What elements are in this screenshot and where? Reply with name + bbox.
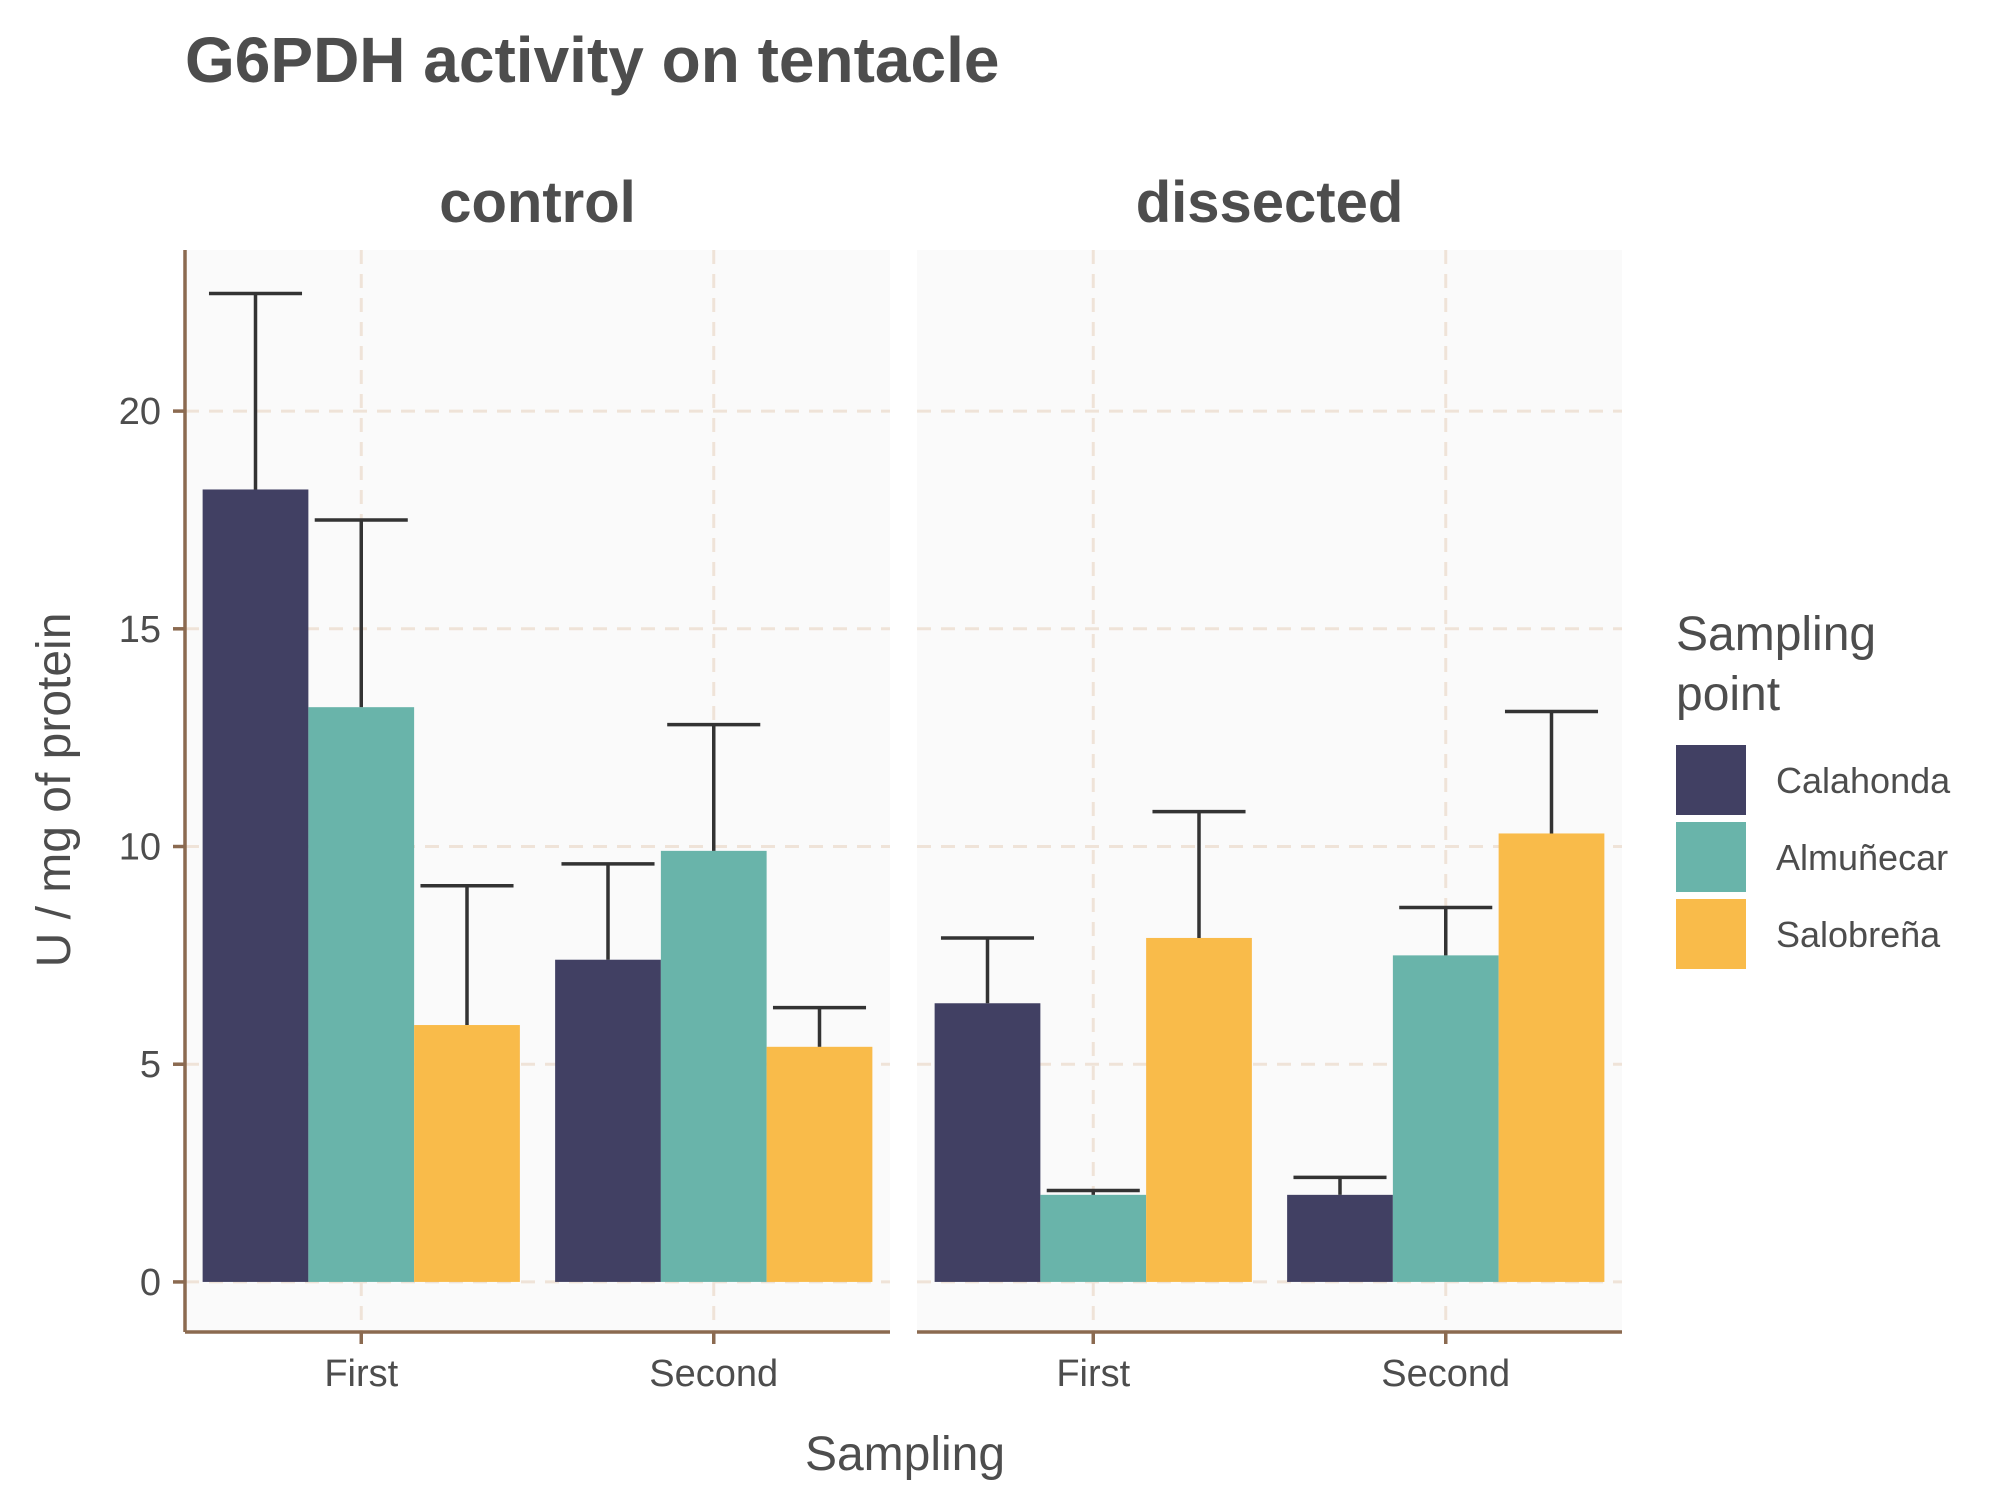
bar — [1392, 955, 1499, 1282]
y-tick-label: 0 — [140, 1262, 161, 1304]
bar — [1498, 833, 1605, 1282]
bar — [414, 1025, 520, 1282]
legend-title: Sampling — [1676, 608, 1876, 661]
bar — [766, 1046, 873, 1282]
y-tick-label: 5 — [140, 1044, 161, 1086]
y-tick-label: 10 — [119, 827, 161, 869]
y-axis-title: U / mg of protein — [28, 613, 81, 968]
facet-label: control — [439, 170, 636, 235]
bar — [308, 707, 415, 1282]
bar — [555, 959, 661, 1282]
y-tick-label: 15 — [119, 609, 161, 651]
facet-label: dissected — [1136, 170, 1404, 235]
x-tick-label: Second — [1381, 1353, 1510, 1395]
legend-swatch — [1676, 822, 1746, 892]
legend-swatch — [1676, 745, 1746, 815]
x-tick-label: First — [324, 1353, 398, 1395]
legend: Sampling point Calahonda Almuñecar Salobreña — [1676, 608, 1951, 969]
panel-control: control First Second 0 5 10 15 20 — [119, 170, 890, 1395]
bar — [1040, 1194, 1147, 1282]
bar — [1146, 937, 1252, 1282]
x-tick-label: First — [1056, 1353, 1130, 1395]
legend-title: point — [1676, 668, 1780, 721]
x-tick-label: Second — [649, 1353, 778, 1395]
legend-label: Calahonda — [1776, 760, 1951, 801]
bar — [934, 1003, 1041, 1282]
x-axis-title: Sampling — [805, 1428, 1005, 1481]
bar — [202, 489, 309, 1282]
chart-panels: control First Second 0 5 10 15 20 dissected First… — [119, 170, 1622, 1395]
y-tick-label: 20 — [119, 391, 161, 433]
legend-label: Almuñecar — [1776, 837, 1948, 878]
chart-title: G6PDH activity on tentacle — [185, 24, 999, 96]
panel-dissected: dissected First Second — [917, 170, 1622, 1395]
legend-label: Salobreña — [1776, 914, 1941, 955]
bar — [660, 850, 767, 1282]
legend-swatch — [1676, 899, 1746, 969]
bar — [1287, 1194, 1393, 1282]
